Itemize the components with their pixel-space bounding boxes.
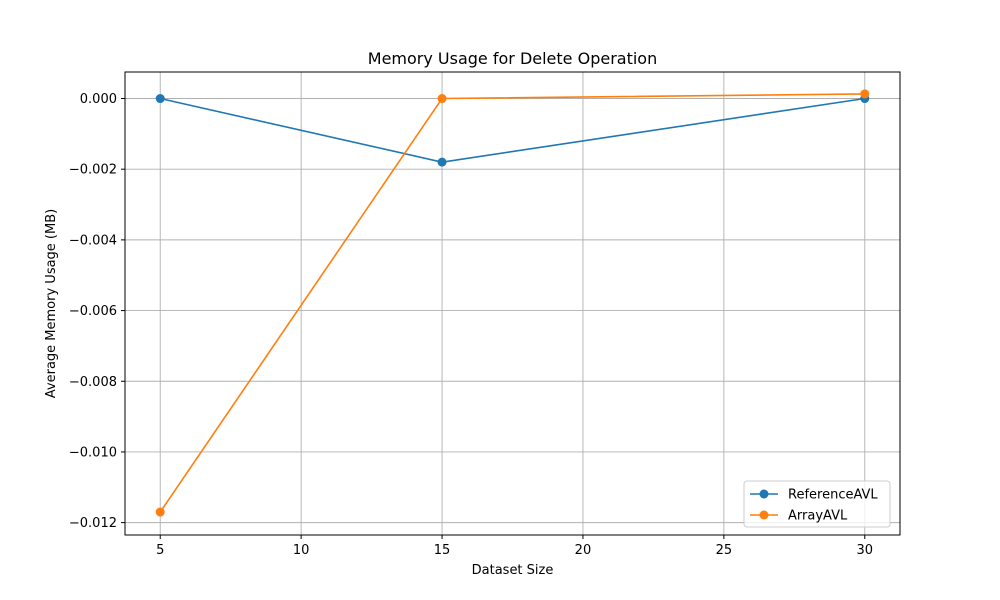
plot-series: [155, 89, 870, 517]
x-tick-label: 30: [856, 543, 873, 558]
y-tick-label: −0.010: [69, 445, 117, 460]
legend-swatch-marker: [759, 510, 769, 520]
series-point: [155, 507, 165, 517]
y-tick-label: −0.008: [69, 375, 117, 390]
x-tick-label: 5: [156, 543, 164, 558]
x-tick-label: 20: [575, 543, 592, 558]
axis-ticks: 5 10 15 20 25 30 0.000 −0.002 −0.004 −0.006 −0.008…: [69, 92, 873, 558]
y-tick-label: −0.004: [69, 233, 117, 248]
chart-title: Memory Usage for Delete Operation: [368, 49, 657, 68]
legend-box: [743, 480, 891, 528]
x-tick-label: 15: [434, 543, 451, 558]
series-point: [437, 94, 447, 104]
x-axis-label: Dataset Size: [472, 563, 554, 578]
series-point: [860, 89, 870, 99]
plot-frame: [124, 71, 901, 536]
legend: ReferenceAVL ArrayAVL: [743, 480, 891, 528]
series-point: [437, 157, 447, 167]
legend-label: ReferenceAVL: [788, 488, 878, 503]
legend-label: ArrayAVL: [788, 509, 848, 524]
y-tick-label: −0.006: [69, 304, 117, 319]
x-tick-label: 10: [293, 543, 310, 558]
y-tick-label: 0.000: [80, 92, 117, 107]
y-tick-label: −0.002: [69, 163, 117, 178]
x-tick-label: 25: [716, 543, 733, 558]
y-tick-label: −0.012: [69, 516, 117, 531]
legend-swatch-marker: [759, 489, 769, 499]
y-axis-label: Average Memory Usage (MB): [44, 209, 59, 398]
grid: [125, 72, 900, 535]
series-point: [155, 94, 165, 104]
